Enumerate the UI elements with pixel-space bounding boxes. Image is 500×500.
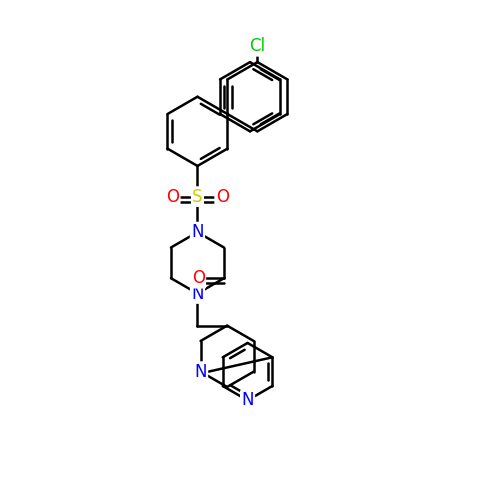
Text: Cl: Cl — [250, 38, 266, 56]
Text: O: O — [192, 269, 205, 287]
Text: N: N — [242, 392, 254, 409]
Text: N: N — [194, 362, 207, 380]
Text: O: O — [166, 188, 179, 206]
Text: N: N — [191, 284, 203, 302]
Text: N: N — [191, 223, 203, 241]
Text: O: O — [216, 188, 228, 206]
Text: N: N — [191, 223, 203, 241]
Text: S: S — [192, 188, 202, 206]
